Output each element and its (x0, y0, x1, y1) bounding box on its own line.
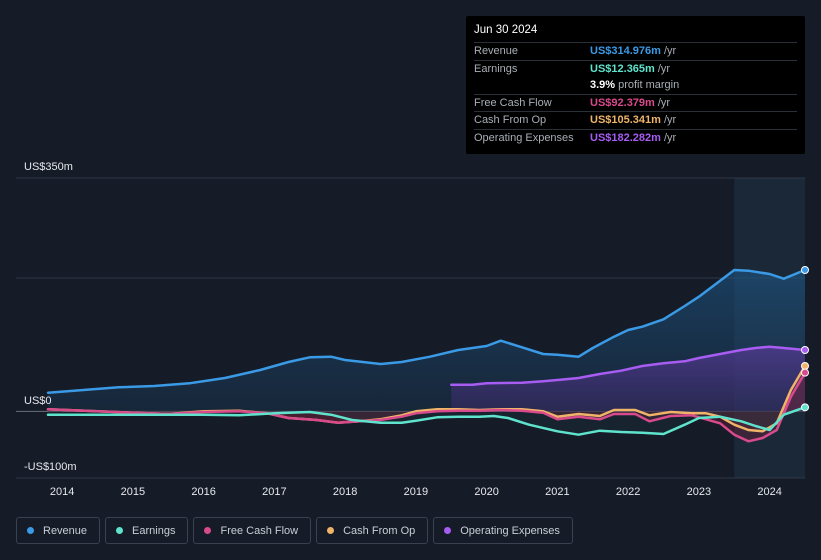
tooltip-row-unit: /yr (663, 131, 677, 144)
x-tick-label: 2015 (121, 486, 145, 498)
tooltip-row-label: Revenue (474, 45, 519, 58)
tooltip-row-label: Earnings (474, 62, 518, 75)
x-tick-label: 2021 (545, 486, 569, 498)
operating-expenses-endpoint (801, 346, 809, 354)
x-tick-label: 2014 (50, 486, 74, 498)
legend-label: Cash From Op (343, 524, 416, 537)
tooltip-row: 3.9% profit margin (474, 77, 797, 94)
legend-dot-icon (327, 527, 335, 534)
tooltip-row: Cash From Op US$105.341m/yr (474, 111, 797, 129)
tooltip-row: Earnings US$12.365m/yr (474, 59, 797, 78)
legend-item-free-cash-flow[interactable]: Free Cash Flow (193, 517, 312, 544)
legend-item-revenue[interactable]: Revenue (16, 517, 101, 544)
y-tick-label: -US$100m (24, 461, 77, 473)
x-tick-label: 2024 (757, 486, 781, 498)
legend-label: Operating Expenses (460, 524, 560, 537)
tooltip-row-unit: /yr (657, 62, 671, 75)
tooltip-row-value: US$92.379m (590, 96, 655, 109)
revenue-endpoint (801, 266, 809, 274)
legend-dot-icon (116, 527, 124, 534)
tooltip-row: Revenue US$314.976m/yr (474, 42, 797, 60)
x-tick-label: 2018 (333, 486, 357, 498)
tooltip-row-value: US$314.976m (590, 45, 661, 58)
x-tick-label: 2019 (404, 486, 428, 498)
tooltip-row: Operating Expenses US$182.282m/yr (474, 128, 797, 147)
earnings-line (46, 406, 807, 436)
legend-dot-icon (27, 527, 34, 534)
legend-item-operating-expenses[interactable]: Operating Expenses (433, 517, 573, 544)
x-tick-label: 2022 (616, 486, 640, 498)
y-tick-label: US$0 (24, 395, 52, 407)
free-cash-flow-endpoint (801, 368, 809, 377)
tooltip-row-value: US$105.341m (590, 114, 661, 127)
tooltip-row-label: Free Cash Flow (474, 96, 552, 109)
tooltip-row-label: Cash From Op (474, 114, 547, 127)
y-tick-label: US$350m (24, 161, 73, 173)
revenue-line (46, 268, 807, 394)
legend: Revenue Earnings Free Cash Flow Cash From O… (16, 517, 573, 544)
tooltip-row-unit: /yr (663, 114, 677, 127)
tooltip-row-unit: /yr (657, 96, 671, 109)
chart-svg: US$350m US$0 -US$100m 2014 2015 2016 2017 2018 2… (16, 161, 809, 498)
legend-dot-icon (204, 527, 212, 534)
legend-item-earnings[interactable]: Earnings (105, 517, 189, 544)
x-tick-label: 2016 (191, 486, 215, 498)
tooltip-row-value: US$12.365m (590, 62, 655, 75)
earnings-endpoint (801, 403, 809, 412)
operating-expenses-area (451, 346, 805, 412)
legend-label: Free Cash Flow (220, 524, 299, 537)
legend-label: Earnings (132, 524, 176, 537)
cash-from-op-endpoint (801, 362, 809, 370)
tooltip-date: Jun 30 2024 (474, 24, 538, 36)
legend-dot-icon (444, 527, 452, 534)
x-tick-label: 2020 (474, 486, 498, 498)
tooltip-row: Free Cash Flow US$92.379m/yr (474, 93, 797, 112)
tooltip-panel: Jun 30 2024 Revenue US$314.976m/yr Earning… (466, 16, 805, 154)
legend-item-cash-from-op[interactable]: Cash From Op (316, 517, 429, 544)
x-tick-label: 2023 (687, 486, 711, 498)
x-tick-label: 2017 (262, 486, 286, 498)
tooltip-row-value: 3.9% (590, 79, 616, 92)
tooltip-row-unit: profit margin (618, 79, 680, 92)
operating-expenses-line (450, 345, 807, 386)
tooltip-row-label: Operating Expenses (474, 131, 574, 144)
tooltip-row-value: US$182.282m (590, 131, 661, 144)
legend-label: Revenue (43, 524, 88, 537)
tooltip-row-unit: /yr (663, 45, 677, 58)
